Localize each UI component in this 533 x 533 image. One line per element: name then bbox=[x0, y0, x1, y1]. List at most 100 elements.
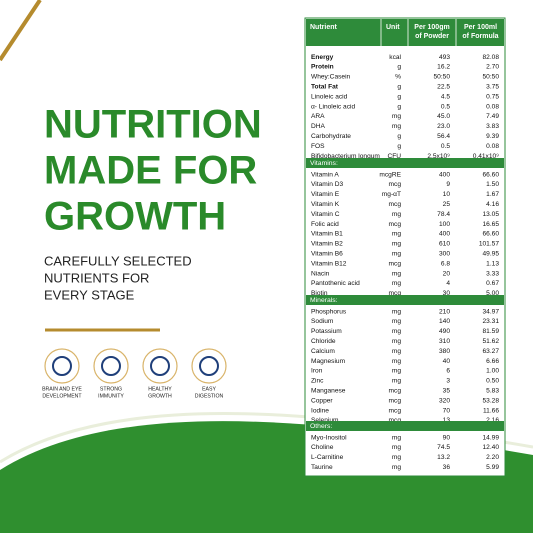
unit: mg bbox=[392, 280, 401, 287]
unit: mcg bbox=[389, 387, 402, 394]
per-powder: 90 bbox=[443, 434, 451, 441]
unit: mg bbox=[392, 348, 401, 355]
nutrition-table bbox=[304, 17, 506, 477]
group-title: Others: bbox=[310, 423, 332, 430]
nutrient-name: Sodium bbox=[311, 318, 334, 325]
per-powder: 140 bbox=[439, 318, 450, 325]
per-formula: 9.39 bbox=[486, 133, 499, 140]
per-powder: 310 bbox=[439, 338, 450, 345]
per-powder: 78.4 bbox=[437, 211, 450, 218]
group-bar bbox=[306, 421, 504, 431]
icon-glyph bbox=[101, 356, 121, 376]
per-powder: 40 bbox=[443, 358, 451, 365]
per-powder: 16.2 bbox=[437, 64, 450, 71]
per-powder: 22.5 bbox=[437, 83, 450, 90]
per-formula: 101.57 bbox=[479, 241, 500, 248]
unit: mg bbox=[392, 434, 401, 441]
unit: mg bbox=[392, 368, 401, 375]
nutrient-name: Potassium bbox=[311, 328, 342, 335]
icon-glyph bbox=[150, 356, 170, 376]
table-header bbox=[306, 19, 504, 46]
per-powder: 210 bbox=[439, 308, 450, 315]
per-formula: 0.67 bbox=[486, 280, 499, 287]
nutrient-name: Taurine bbox=[311, 464, 333, 471]
header-cell: of Formula bbox=[462, 33, 498, 40]
nutrient-name: Carbohydrate bbox=[311, 133, 351, 140]
icon-label: IMMUNITY bbox=[98, 393, 124, 399]
unit: mg bbox=[392, 328, 401, 335]
per-powder: 400 bbox=[439, 231, 450, 238]
per-powder: 100 bbox=[439, 221, 450, 228]
per-formula: 0.50 bbox=[486, 378, 499, 385]
group-title: Minerals: bbox=[310, 297, 338, 304]
per-powder: 4 bbox=[446, 280, 450, 287]
nutrient-name: Choline bbox=[311, 444, 334, 451]
unit: mg bbox=[392, 464, 401, 471]
per-formula: 2.20 bbox=[486, 454, 499, 461]
per-powder: 36 bbox=[443, 464, 451, 471]
icon-label: DEVELOPMENT bbox=[42, 393, 82, 399]
nutrient-name: Whey:Casein bbox=[311, 74, 351, 81]
nutrient-name: Selenium bbox=[311, 417, 339, 424]
per-formula: 4.16 bbox=[486, 201, 499, 208]
nutrient-name: Iron bbox=[311, 368, 323, 375]
icon-label: STRONG bbox=[100, 386, 122, 392]
per-formula: 11.66 bbox=[483, 407, 499, 414]
nutrient-name: Chloride bbox=[311, 338, 336, 345]
per-powder: 4.5 bbox=[441, 93, 450, 100]
per-formula: 66.60 bbox=[482, 171, 499, 178]
nutrient-name: DHA bbox=[311, 123, 326, 130]
nutrient-name: Iodine bbox=[311, 407, 329, 414]
per-powder: 13 bbox=[443, 417, 451, 424]
nutrient-name: Protein bbox=[311, 64, 334, 71]
per-powder: 13.2 bbox=[437, 454, 450, 461]
nutrient-name: Vitamin C bbox=[311, 211, 340, 218]
per-formula: 34.97 bbox=[482, 308, 499, 315]
nutrient-name: Folic acid bbox=[311, 221, 339, 228]
nutrient-name: Energy bbox=[311, 54, 334, 61]
unit: mcg bbox=[389, 201, 402, 208]
header-cell: Per 100gm bbox=[414, 24, 449, 31]
per-formula: 3.75 bbox=[486, 83, 499, 90]
per-formula: 66.60 bbox=[482, 231, 499, 238]
per-powder: 3 bbox=[446, 378, 450, 385]
per-formula: 23.31 bbox=[482, 318, 499, 325]
per-formula: 2.70 bbox=[486, 64, 499, 71]
per-powder: 0.5 bbox=[441, 103, 450, 110]
unit: g bbox=[397, 93, 401, 100]
unit: mcg bbox=[389, 397, 402, 404]
unit: mg bbox=[392, 250, 401, 257]
per-powder: 6.8 bbox=[441, 260, 450, 267]
nutrient-name: Magnesium bbox=[311, 358, 346, 365]
unit: g bbox=[397, 133, 401, 140]
per-formula: 82.08 bbox=[482, 54, 499, 61]
subheading-line: EVERY STAGE bbox=[44, 287, 135, 302]
header-cell: of Powder bbox=[415, 33, 449, 40]
per-powder: 2.5x10⁹ bbox=[427, 153, 450, 160]
subheading-line: CAREFULLY SELECTED bbox=[44, 253, 192, 268]
per-formula: 0.08 bbox=[486, 103, 499, 110]
nutrient-name: α- Linoleic acid bbox=[311, 103, 355, 110]
unit: mcg bbox=[389, 417, 402, 424]
nutrient-name: Vitamin B1 bbox=[311, 231, 343, 238]
per-powder: 45.0 bbox=[437, 113, 450, 120]
per-powder: 0.5 bbox=[441, 143, 450, 150]
unit: mcg bbox=[389, 407, 402, 414]
unit: mg bbox=[392, 241, 401, 248]
per-formula: 5.99 bbox=[486, 464, 499, 471]
unit: mcg bbox=[389, 260, 402, 267]
nutrient-name: Vitamin B12 bbox=[311, 260, 347, 267]
per-formula: 49.95 bbox=[482, 250, 499, 257]
per-powder: 6 bbox=[446, 368, 450, 375]
per-powder: 74.5 bbox=[437, 444, 450, 451]
unit: kcal bbox=[389, 54, 401, 61]
per-powder: 493 bbox=[439, 54, 450, 61]
unit: g bbox=[397, 143, 401, 150]
unit: mg bbox=[392, 113, 401, 120]
per-powder: 10 bbox=[443, 191, 451, 198]
heading-line: NUTRITION bbox=[44, 103, 262, 147]
per-powder: 35 bbox=[443, 387, 451, 394]
per-powder: 30 bbox=[443, 290, 451, 297]
unit: % bbox=[395, 74, 401, 81]
